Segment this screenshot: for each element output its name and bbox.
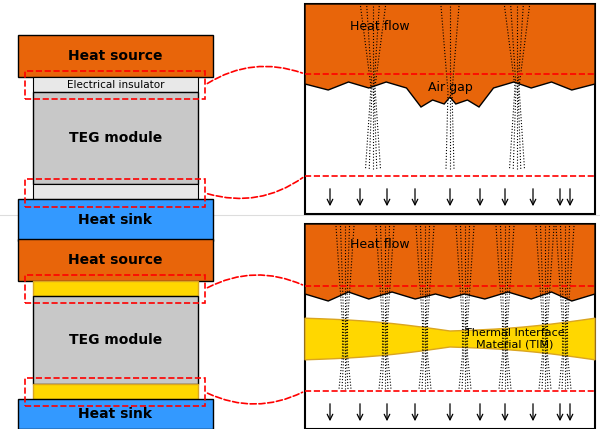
Bar — [33, 281, 198, 296]
Text: Air gap: Air gap — [428, 81, 472, 94]
Text: TEG module: TEG module — [69, 333, 162, 347]
Bar — [305, 224, 595, 429]
Bar — [33, 296, 198, 384]
Bar — [33, 92, 198, 184]
Text: Heat flow: Heat flow — [350, 19, 410, 33]
Bar — [305, 4, 595, 214]
Bar — [33, 384, 198, 399]
Text: Electrical insulator: Electrical insulator — [67, 79, 164, 90]
Text: Heat source: Heat source — [68, 253, 163, 267]
Text: TEG module: TEG module — [69, 131, 162, 145]
Bar — [18, 239, 213, 281]
Bar — [18, 199, 213, 241]
Text: Heat source: Heat source — [68, 49, 163, 63]
Text: Heat sink: Heat sink — [79, 213, 152, 227]
Bar — [18, 399, 213, 429]
Polygon shape — [305, 4, 595, 107]
Polygon shape — [305, 318, 595, 360]
Polygon shape — [305, 224, 595, 301]
Bar — [33, 77, 198, 92]
Bar — [25, 275, 205, 303]
Text: Thermal Interface
Material (TIM): Thermal Interface Material (TIM) — [465, 328, 565, 350]
Bar — [25, 378, 205, 406]
Bar — [33, 184, 198, 199]
Bar — [25, 71, 205, 99]
Bar — [18, 35, 213, 77]
Bar — [25, 179, 205, 207]
Text: Heat sink: Heat sink — [79, 407, 152, 421]
Text: Heat flow: Heat flow — [350, 238, 410, 251]
